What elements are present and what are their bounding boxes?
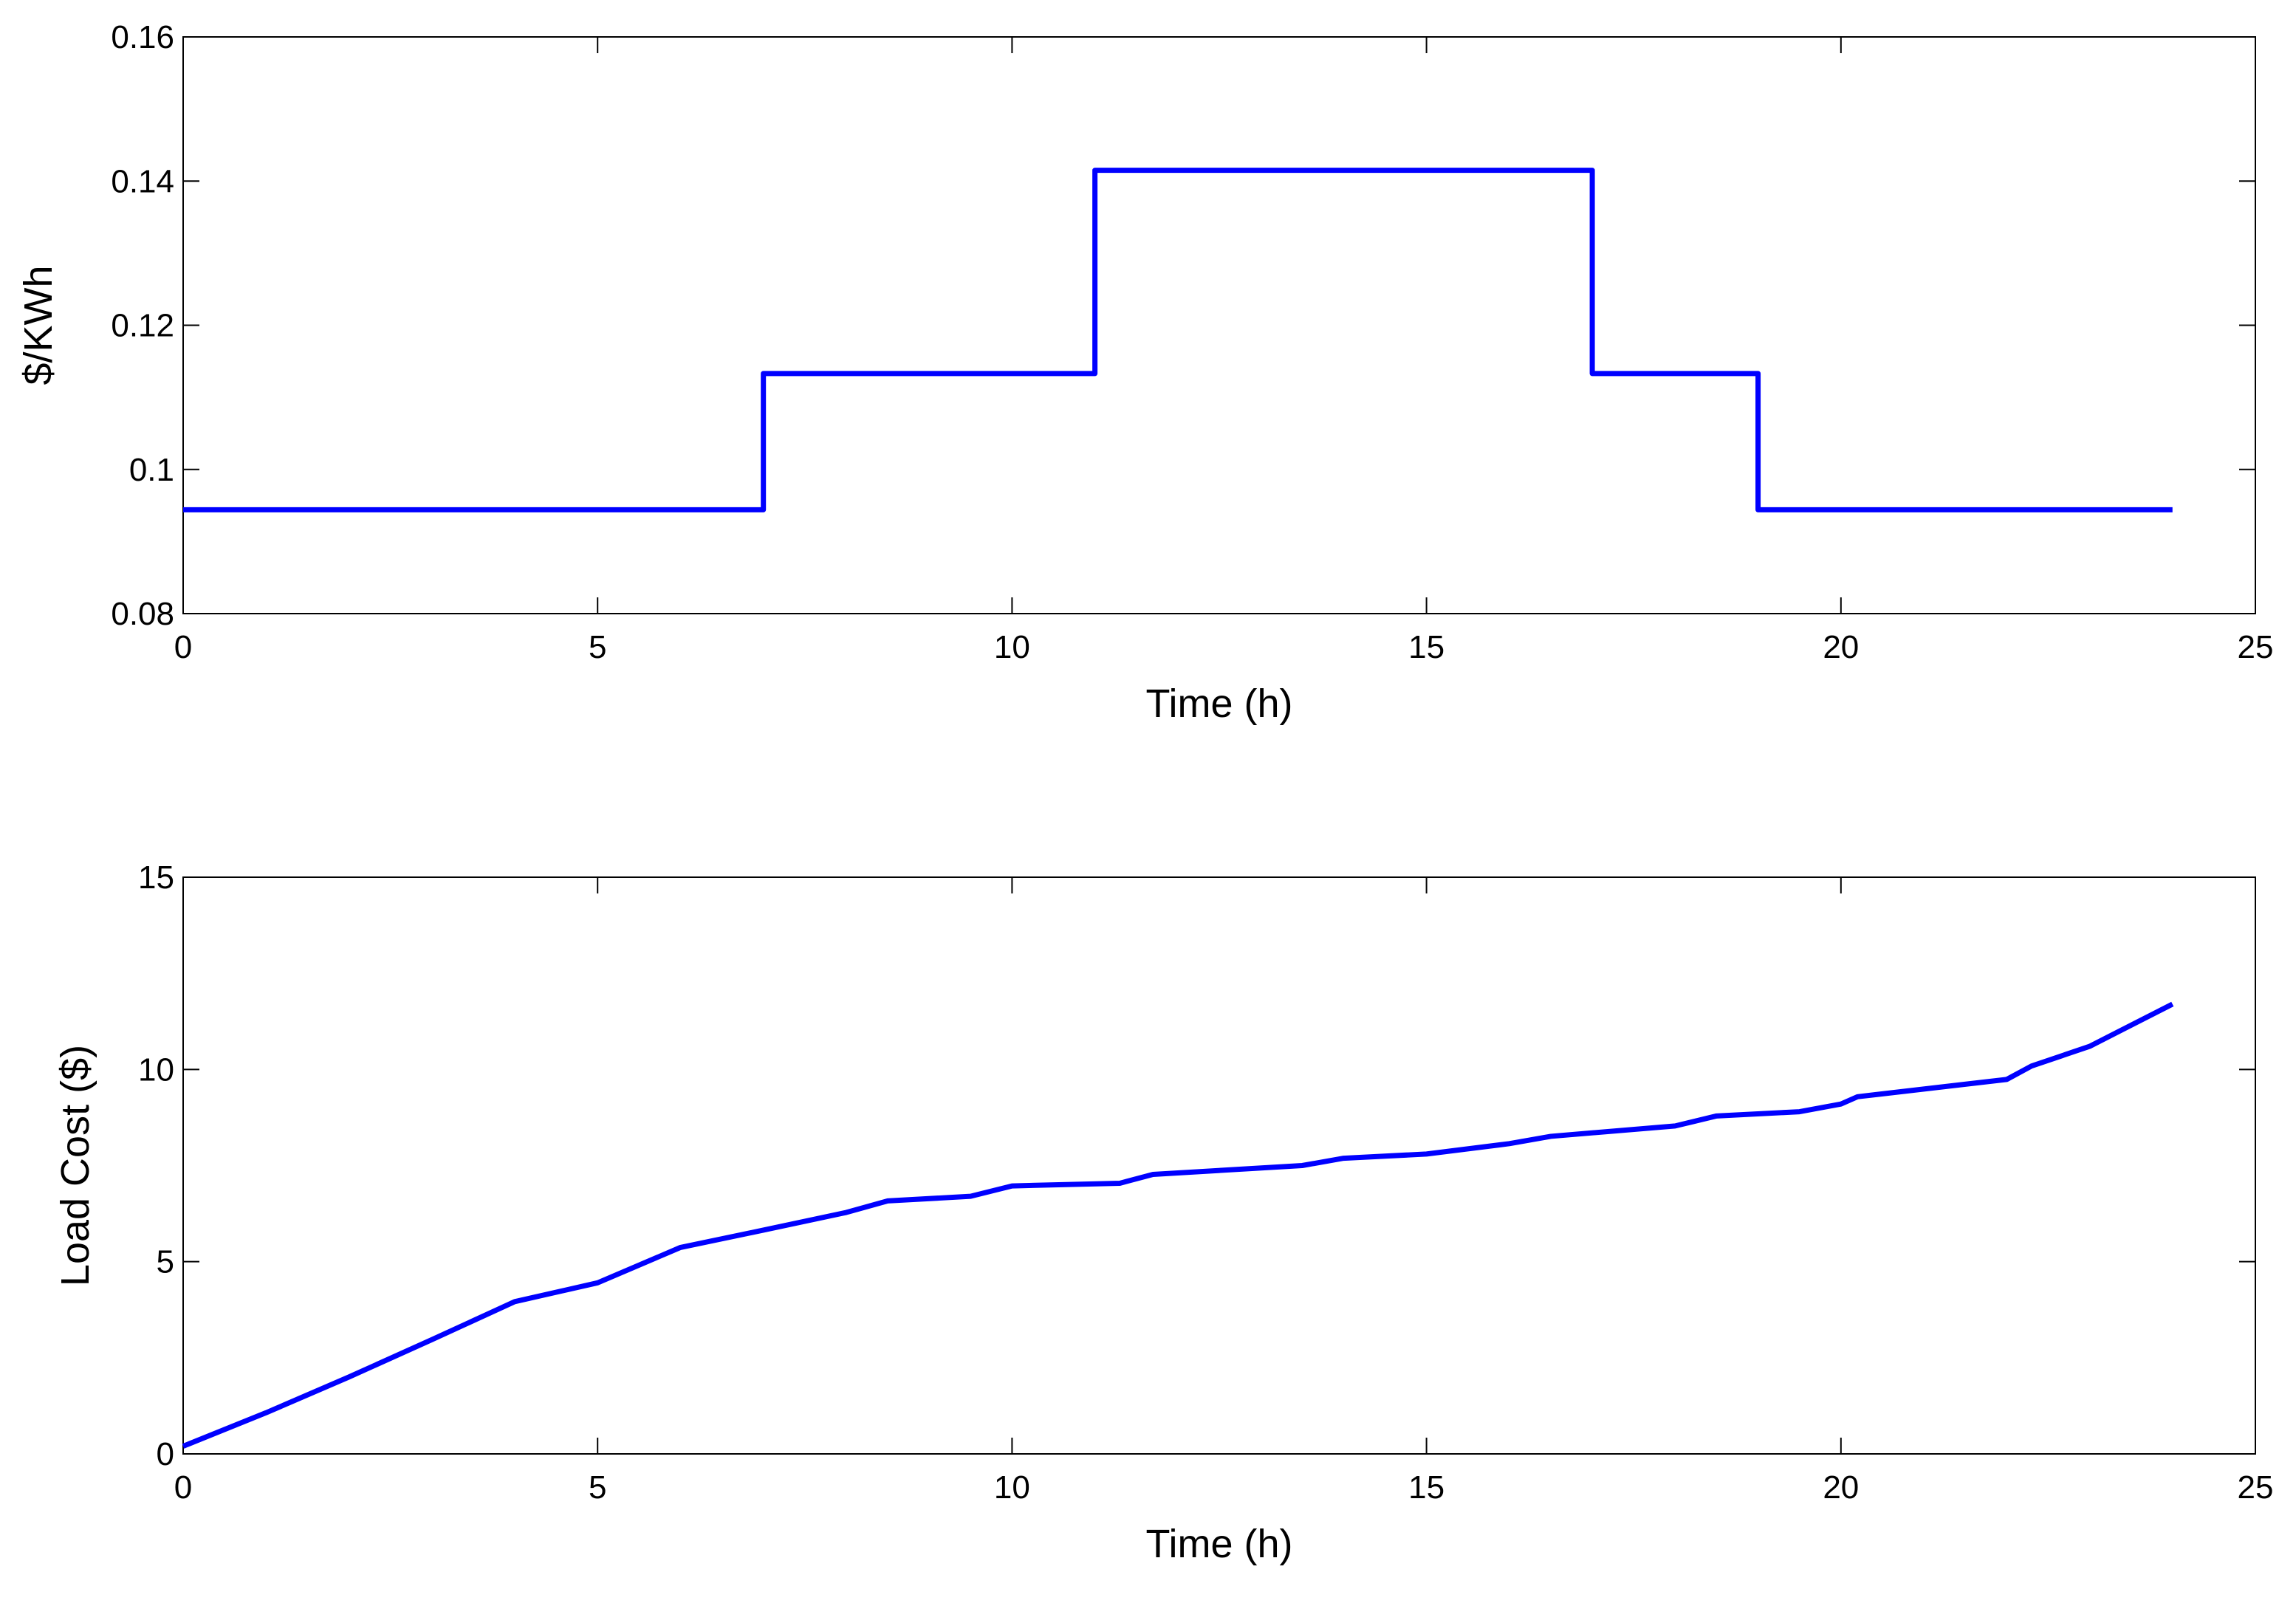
y-tick-label: 0.14 xyxy=(111,163,174,199)
x-tick-label: 20 xyxy=(1823,629,1859,665)
data-line xyxy=(182,1001,2174,1449)
y-tick-label: 0.1 xyxy=(129,452,174,488)
x-tick-label: 0 xyxy=(174,629,192,665)
x-tick-label: 0 xyxy=(174,1469,192,1506)
y-tick-label: 15 xyxy=(138,859,174,896)
x-tick-label: 20 xyxy=(1823,1469,1859,1506)
y-axis-label: Load Cost ($) xyxy=(53,1045,97,1286)
x-tick-label: 5 xyxy=(589,1469,606,1506)
x-axis-label: Time (h) xyxy=(1146,1522,1293,1566)
y-tick-label: 0.12 xyxy=(111,308,174,344)
x-tick-label: 25 xyxy=(2238,1469,2274,1506)
y-tick-label: 5 xyxy=(157,1244,174,1280)
y-axis-label: $/KWh xyxy=(16,265,61,385)
x-tick-label: 15 xyxy=(1408,629,1445,665)
x-tick-label: 15 xyxy=(1408,1469,1445,1506)
x-tick-label: 25 xyxy=(2238,629,2274,665)
y-tick-label: 10 xyxy=(138,1051,174,1088)
plot-area xyxy=(182,36,2256,614)
y-tick-label: 0 xyxy=(157,1436,174,1472)
x-tick-label: 10 xyxy=(994,629,1030,665)
y-tick-label: 0.08 xyxy=(111,596,174,632)
x-axis-label: Time (h) xyxy=(1146,682,1293,726)
x-tick-label: 10 xyxy=(994,1469,1030,1506)
plot-area xyxy=(182,876,2256,1455)
data-line xyxy=(183,168,2173,512)
y-tick-label: 0.16 xyxy=(111,19,174,55)
x-tick-label: 5 xyxy=(589,629,606,665)
